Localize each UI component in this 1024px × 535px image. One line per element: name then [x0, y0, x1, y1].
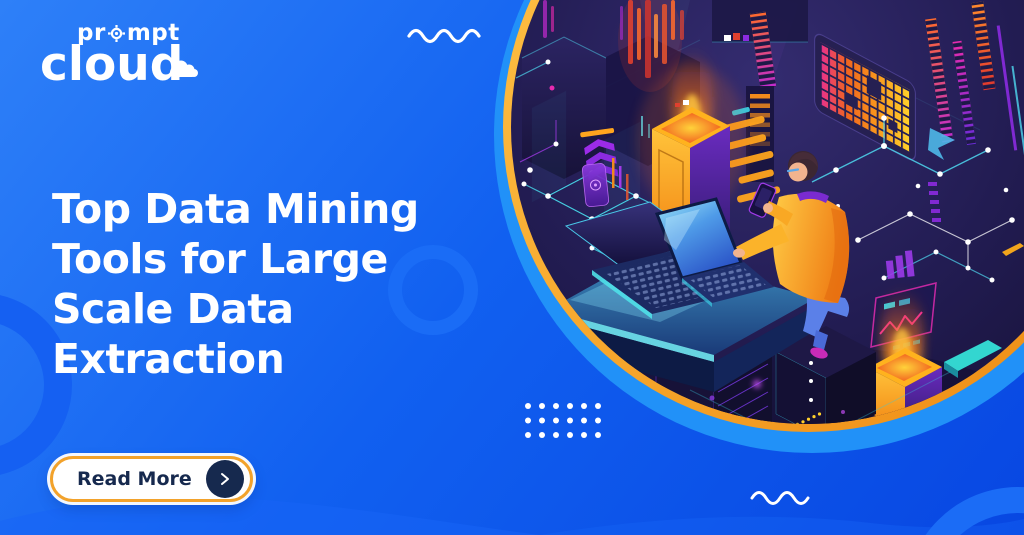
- paper-plane-icon: [928, 128, 955, 160]
- chevron-right-icon: [205, 460, 244, 498]
- bottom-wave-decor-2: [540, 516, 1024, 535]
- cloud-icon: [168, 39, 199, 86]
- crosshair-icon: [107, 25, 125, 42]
- pixel-screen: [814, 33, 916, 161]
- striped-tower: [746, 86, 774, 182]
- ring-left-decor: [0, 295, 72, 475]
- logo-prompt-post: mpt: [126, 20, 180, 46]
- squiggle-bottom-icon: [750, 491, 810, 505]
- headline-line: Scale Data: [52, 285, 294, 333]
- hatch-strips: [925, 1, 1024, 158]
- promptcloud-logo[interactable]: pr mpt cloud: [40, 22, 199, 88]
- background-decor: [0, 28, 1024, 535]
- dots-grid: [525, 403, 601, 438]
- read-more-button[interactable]: Read More: [50, 456, 253, 502]
- laptop-center: [654, 197, 774, 307]
- read-more-label: Read More: [77, 468, 192, 490]
- logo-prompt-pre: pr: [77, 20, 106, 46]
- person: [733, 151, 850, 359]
- phone-card: [581, 163, 610, 208]
- headline-line: Tools for Large: [52, 235, 388, 283]
- ladder-strip: [749, 11, 777, 90]
- ring-bottom-right-decor: [925, 487, 1024, 535]
- logo-cloud-text: cloud: [40, 41, 199, 88]
- page-title: Top Data Mining Tools for Large Scale Da…: [52, 184, 419, 384]
- logo-prompt-text: pr mpt: [77, 22, 183, 45]
- headline-line: Top Data Mining: [52, 185, 419, 233]
- headline-line: Extraction: [52, 335, 285, 383]
- ring-heading-decor: [388, 245, 478, 335]
- bottom-wave-decor: [0, 496, 540, 535]
- squiggle-top-icon: [407, 28, 481, 44]
- neon-streaks: [543, 0, 684, 92]
